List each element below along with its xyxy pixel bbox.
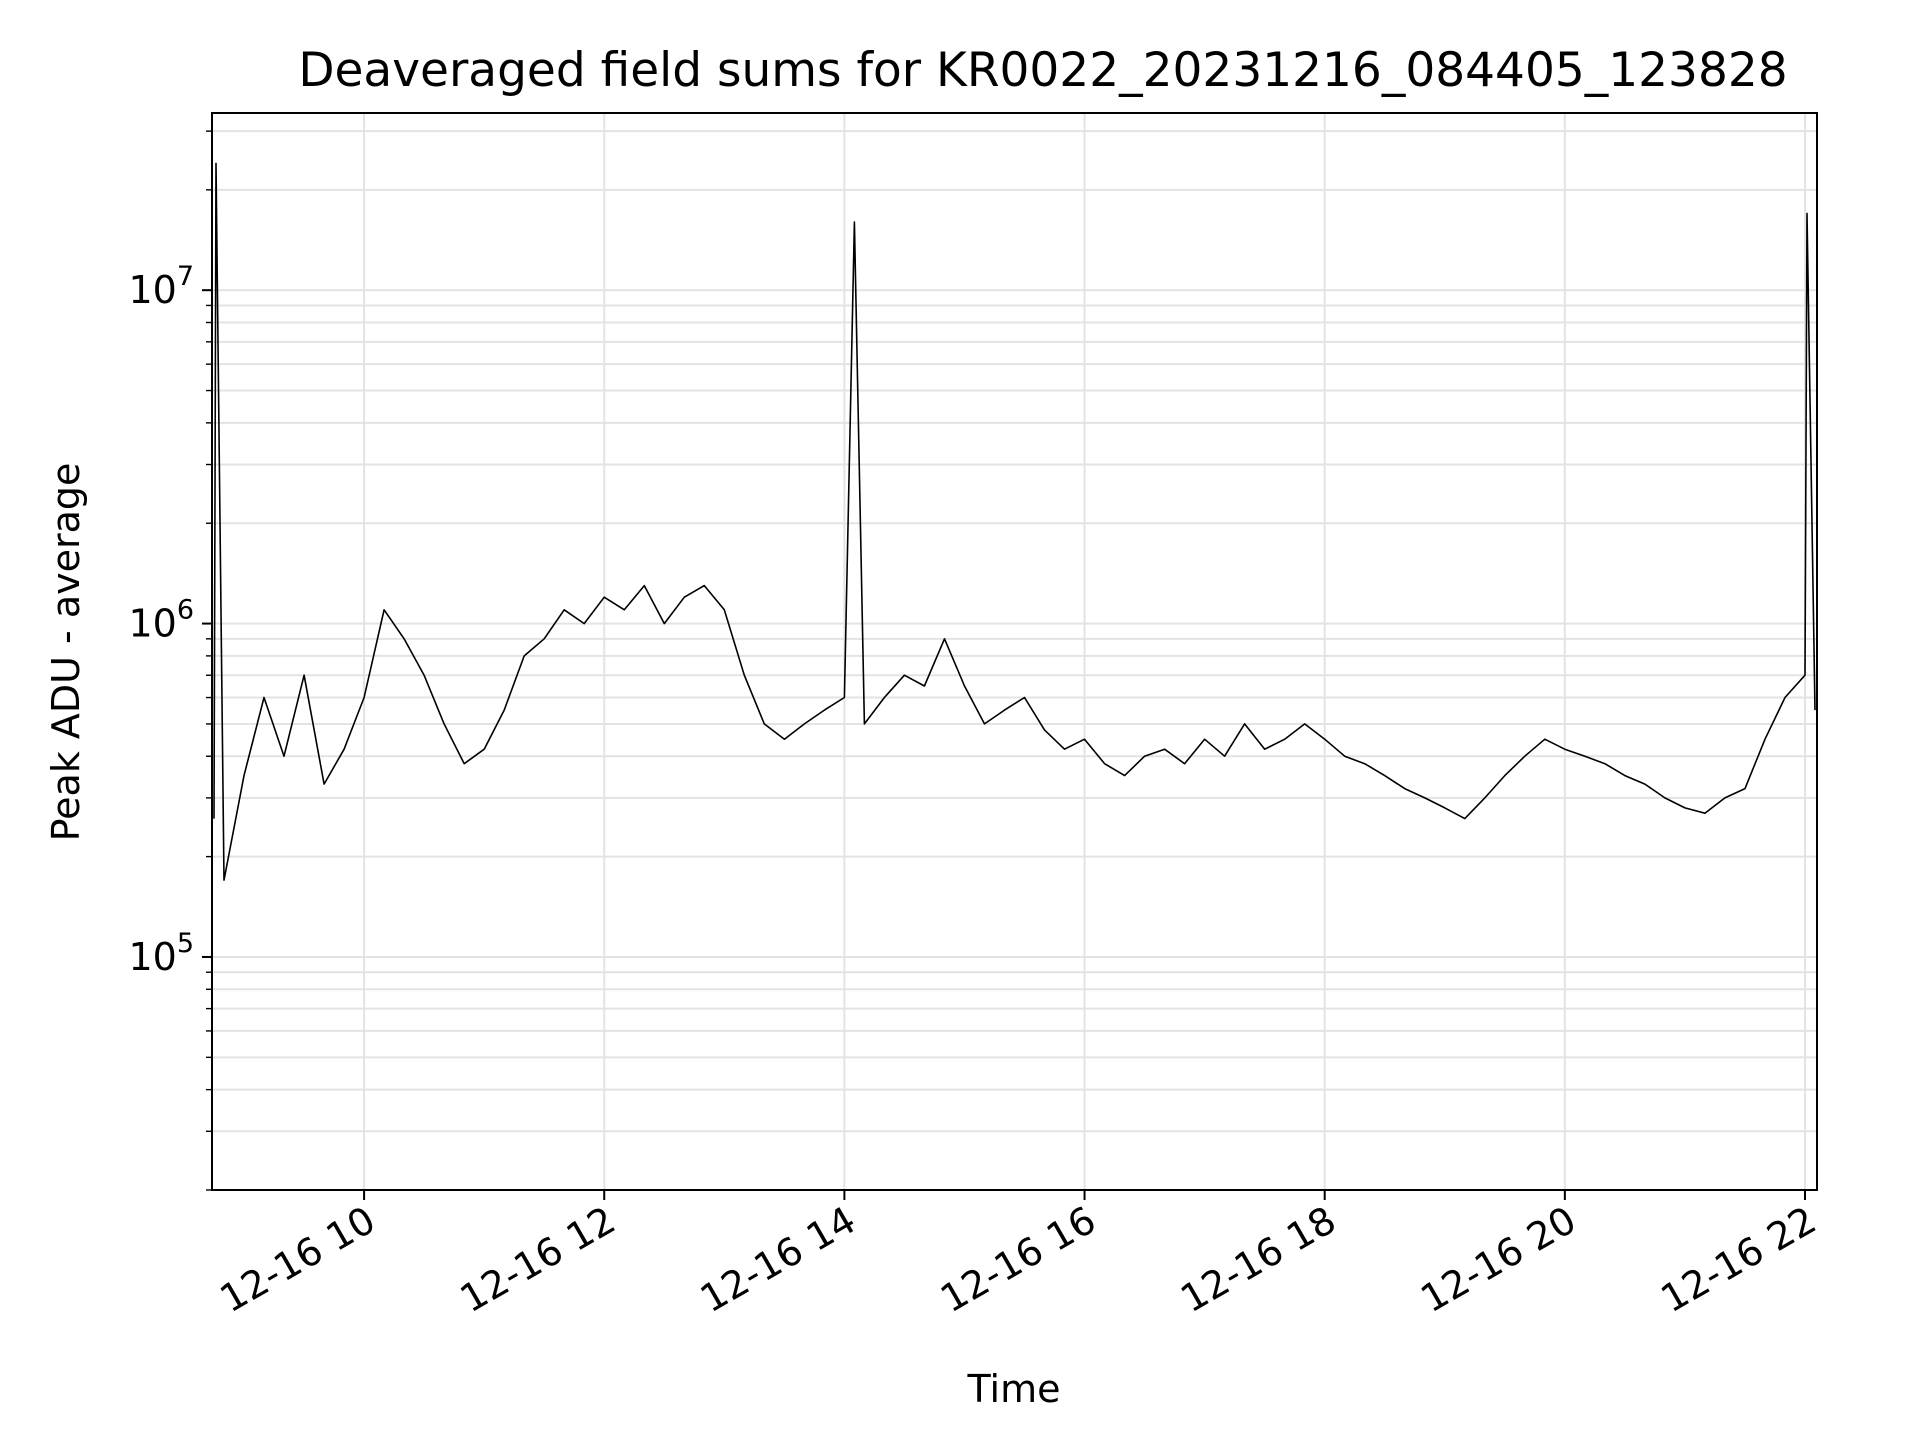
y-axis-ticks: 105 106 107 bbox=[128, 130, 212, 1191]
y-tick-label: 105 bbox=[128, 928, 194, 979]
y-tick-label: 107 bbox=[128, 261, 194, 312]
grid bbox=[212, 113, 1817, 1191]
data-series bbox=[213, 162, 1816, 881]
plot-frame bbox=[211, 112, 1818, 1191]
y-axis-label: Peak ADU - average bbox=[44, 463, 88, 842]
series-line bbox=[213, 162, 1816, 881]
y-tick-label: 106 bbox=[128, 595, 194, 646]
x-axis-label: Time bbox=[967, 1367, 1061, 1411]
chart-title: Deaveraged field sums for KR0022_2023121… bbox=[298, 43, 1787, 98]
